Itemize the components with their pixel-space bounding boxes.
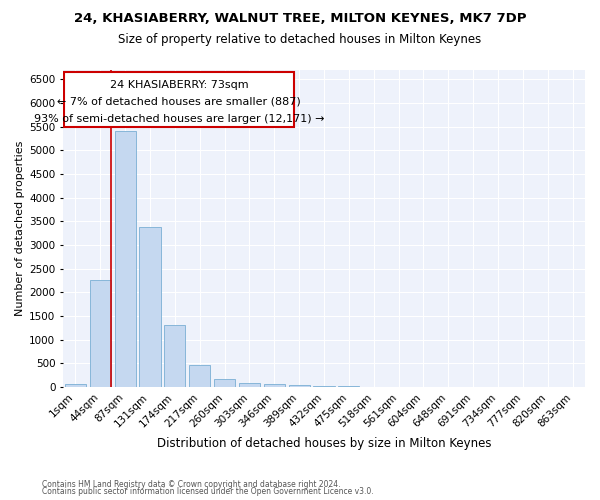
Bar xyxy=(139,227,161,387)
Text: 24 KHASIABERRY: 73sqm: 24 KHASIABERRY: 73sqm xyxy=(110,80,248,90)
Bar xyxy=(65,384,86,387)
Bar xyxy=(90,280,111,387)
Bar xyxy=(313,386,335,387)
Text: ← 7% of detached houses are smaller (887): ← 7% of detached houses are smaller (887… xyxy=(58,97,301,107)
Text: Size of property relative to detached houses in Milton Keynes: Size of property relative to detached ho… xyxy=(118,32,482,46)
Bar xyxy=(64,72,294,127)
Bar xyxy=(115,130,136,387)
Y-axis label: Number of detached properties: Number of detached properties xyxy=(15,141,25,316)
Bar xyxy=(264,384,285,387)
Bar xyxy=(164,325,185,387)
Text: Contains public sector information licensed under the Open Government Licence v3: Contains public sector information licen… xyxy=(42,488,374,496)
Bar xyxy=(189,364,211,387)
Text: Contains HM Land Registry data © Crown copyright and database right 2024.: Contains HM Land Registry data © Crown c… xyxy=(42,480,341,489)
Text: 24, KHASIABERRY, WALNUT TREE, MILTON KEYNES, MK7 7DP: 24, KHASIABERRY, WALNUT TREE, MILTON KEY… xyxy=(74,12,526,26)
X-axis label: Distribution of detached houses by size in Milton Keynes: Distribution of detached houses by size … xyxy=(157,437,491,450)
Bar xyxy=(239,383,260,387)
Bar xyxy=(214,379,235,387)
Text: 93% of semi-detached houses are larger (12,171) →: 93% of semi-detached houses are larger (… xyxy=(34,114,325,124)
Bar xyxy=(289,386,310,387)
